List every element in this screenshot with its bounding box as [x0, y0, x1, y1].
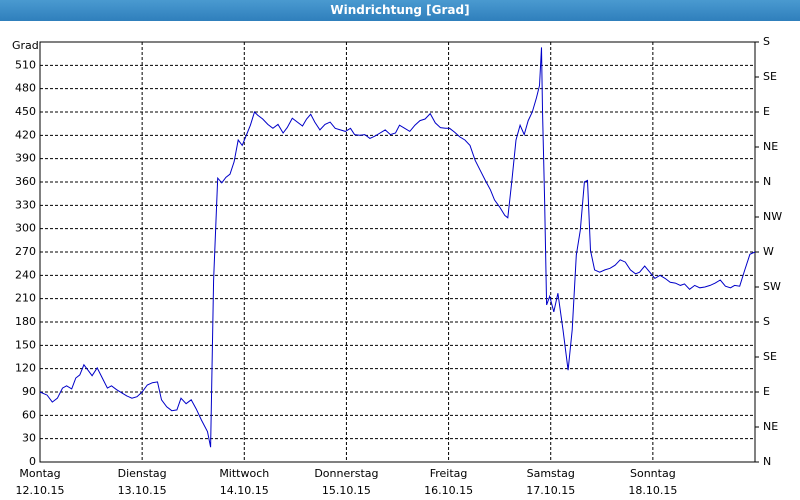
x-tick-label: Dienstag: [118, 467, 167, 480]
y-tick-label: 120: [15, 362, 36, 375]
y2-tick-label: N: [763, 455, 771, 468]
title-bar: Windrichtung [Grad]: [0, 0, 800, 21]
data-line: [39, 47, 756, 448]
y2-tick-label: NE: [763, 420, 778, 433]
y-tick-label: 510: [15, 58, 36, 71]
y2-tick-label: S: [763, 35, 770, 48]
y-tick-label: 210: [15, 292, 36, 305]
x-tick-date: 12.10.15: [16, 484, 65, 497]
y2-tick-label: E: [763, 385, 770, 398]
y-tick-label: 450: [15, 105, 36, 118]
y-tick-label: 90: [22, 385, 36, 398]
y2-tick-label: SE: [763, 70, 777, 83]
y-tick-label: 330: [15, 198, 36, 211]
y2-tick-label: W: [763, 245, 774, 258]
x-tick-date: 15.10.15: [322, 484, 371, 497]
y2-tick-label: SE: [763, 350, 777, 363]
x-tick-label: Mittwoch: [219, 467, 269, 480]
x-tick-label: Montag: [19, 467, 60, 480]
y2-tick-label: NE: [763, 140, 778, 153]
y2-tick-label: NW: [763, 210, 782, 223]
y-axis-label: Grad: [12, 39, 39, 52]
x-tick-date: 14.10.15: [220, 484, 269, 497]
y-tick-label: 30: [22, 432, 36, 445]
y-tick-label: 0: [29, 455, 36, 468]
y-tick-label: 390: [15, 152, 36, 165]
y-tick-label: 60: [22, 408, 36, 421]
x-tick-label: Sonntag: [630, 467, 676, 480]
y-tick-label: 240: [15, 268, 36, 281]
x-tick-label: Samstag: [527, 467, 575, 480]
x-tick-label: Freitag: [430, 467, 468, 480]
x-tick-date: 16.10.15: [424, 484, 473, 497]
x-tick-date: 17.10.15: [526, 484, 575, 497]
x-tick-label: Donnerstag: [314, 467, 378, 480]
y2-tick-label: E: [763, 105, 770, 118]
y2-tick-label: S: [763, 315, 770, 328]
y2-tick-label: N: [763, 175, 771, 188]
y-tick-label: 270: [15, 245, 36, 258]
y-tick-label: 150: [15, 338, 36, 351]
x-tick-date: 13.10.15: [118, 484, 167, 497]
y-tick-label: 180: [15, 315, 36, 328]
x-tick-date: 18.10.15: [628, 484, 677, 497]
y-tick-label: 360: [15, 175, 36, 188]
y-tick-label: 300: [15, 222, 36, 235]
y-tick-label: 420: [15, 128, 36, 141]
y2-tick-label: SW: [763, 280, 781, 293]
y-tick-label: 480: [15, 82, 36, 95]
